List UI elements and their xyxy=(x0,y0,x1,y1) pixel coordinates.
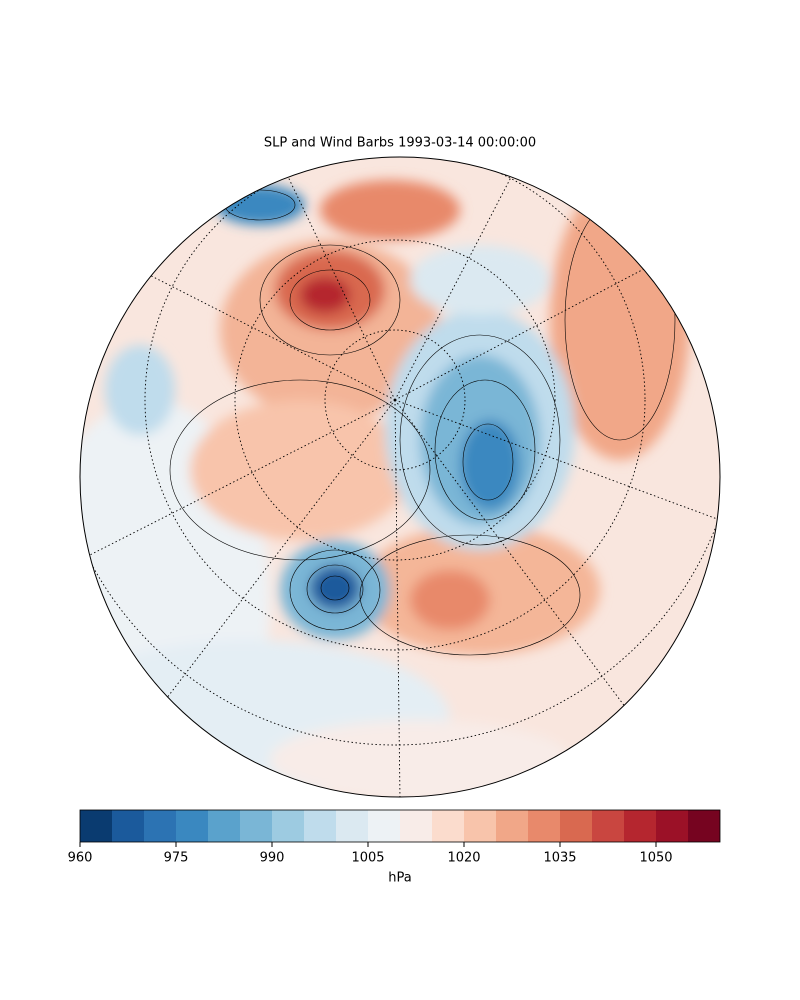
map xyxy=(80,157,720,797)
colorbar-segment xyxy=(656,810,688,842)
colorbar-segment xyxy=(304,810,336,842)
colorbar-label: hPa xyxy=(388,871,411,886)
colorbar-tick-label: 1050 xyxy=(639,851,672,866)
colorbar-segment xyxy=(592,810,624,842)
colorbar-frame xyxy=(79,809,721,843)
colorbar-segment xyxy=(80,810,112,842)
colorbar-segment xyxy=(368,810,400,842)
colorbar-tick-label: 1020 xyxy=(447,851,480,866)
colorbar-tick-label: 1005 xyxy=(351,851,384,866)
colorbar: 960 975 990 1005 1020 1035 1050 xyxy=(68,809,721,866)
colorbar-segment xyxy=(336,810,368,842)
colorbar-segment xyxy=(208,810,240,842)
colorbar-tick-label: 990 xyxy=(260,851,285,866)
colorbar-segment xyxy=(272,810,304,842)
colorbar-segment xyxy=(432,810,464,842)
colorbar-segment xyxy=(528,810,560,842)
colorbar-segment xyxy=(688,810,720,842)
colorbar-segment xyxy=(240,810,272,842)
colorbar-segment xyxy=(112,810,144,842)
colorbar-tick-label: 1035 xyxy=(543,851,576,866)
colorbar-segment xyxy=(176,810,208,842)
colorbar-tick-label: 975 xyxy=(164,851,189,866)
graticule xyxy=(80,157,720,797)
colorbar-segment xyxy=(496,810,528,842)
colorbar-segment xyxy=(144,810,176,842)
colorbar-segment xyxy=(560,810,592,842)
map-border xyxy=(79,156,721,798)
colorbar-tick-label: 960 xyxy=(68,851,93,866)
chart-title: SLP and Wind Barbs 1993-03-14 00:00:00 xyxy=(264,136,536,151)
colorbar-segment xyxy=(400,810,432,842)
colorbar-segment xyxy=(464,810,496,842)
colorbar-segment xyxy=(624,810,656,842)
